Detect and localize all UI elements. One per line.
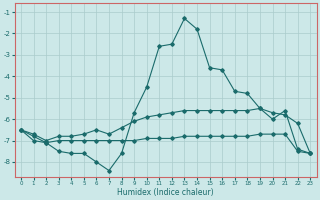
X-axis label: Humidex (Indice chaleur): Humidex (Indice chaleur) bbox=[117, 188, 214, 197]
